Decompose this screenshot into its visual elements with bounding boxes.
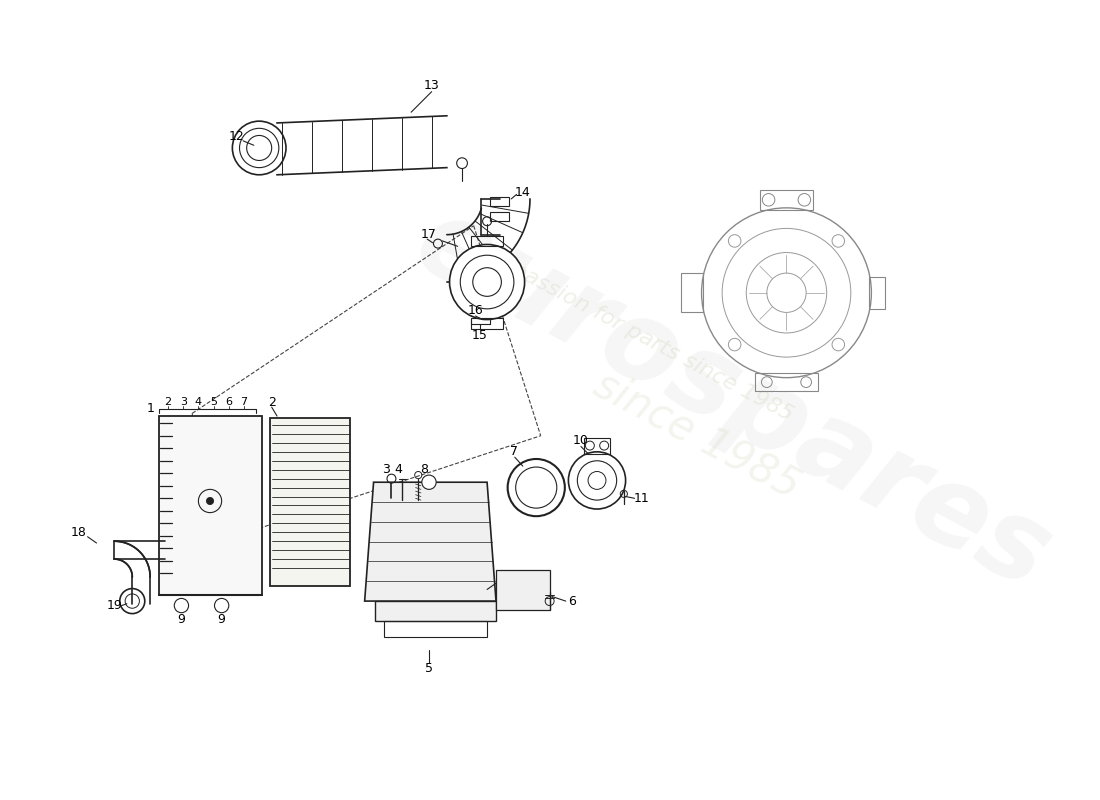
Text: 14: 14: [515, 186, 530, 199]
Text: 15: 15: [472, 329, 488, 342]
Text: since 1985: since 1985: [587, 364, 807, 508]
Text: 7: 7: [241, 397, 248, 406]
Text: 6: 6: [568, 594, 576, 607]
Text: 1: 1: [146, 402, 154, 415]
Text: 11: 11: [634, 492, 650, 505]
Bar: [869, 277, 884, 309]
Bar: [490, 197, 509, 206]
Text: 6: 6: [226, 397, 232, 406]
Polygon shape: [364, 482, 496, 601]
Bar: [384, 621, 487, 637]
Bar: [270, 418, 350, 586]
Bar: [471, 318, 503, 329]
Text: 5: 5: [210, 397, 217, 406]
Text: 2: 2: [267, 396, 276, 409]
Text: 10: 10: [573, 434, 588, 446]
Text: 7: 7: [510, 446, 518, 458]
Circle shape: [507, 459, 564, 516]
Text: 16: 16: [468, 304, 483, 317]
Circle shape: [207, 498, 213, 505]
Bar: [760, 190, 813, 210]
Text: eurospares: eurospares: [397, 188, 1068, 612]
Text: 3: 3: [179, 397, 187, 406]
Text: 4: 4: [195, 397, 202, 406]
Text: 13: 13: [424, 79, 440, 92]
Circle shape: [421, 475, 436, 490]
Bar: [756, 373, 817, 391]
Bar: [375, 601, 496, 621]
Text: a passion for parts since 1985: a passion for parts since 1985: [491, 250, 796, 426]
Text: 2: 2: [165, 397, 172, 406]
Text: 9: 9: [177, 614, 186, 626]
Text: 18: 18: [70, 526, 87, 538]
Bar: [490, 212, 509, 222]
Circle shape: [232, 121, 286, 174]
Text: 9: 9: [218, 614, 226, 626]
Text: 4: 4: [395, 463, 403, 476]
Bar: [471, 235, 503, 246]
Bar: [681, 273, 703, 313]
Text: 19: 19: [107, 599, 122, 612]
Bar: [584, 438, 610, 454]
Text: 5: 5: [425, 662, 433, 674]
Text: 3: 3: [382, 463, 390, 476]
Text: 8: 8: [420, 463, 429, 476]
Bar: [160, 416, 262, 595]
Text: 17: 17: [421, 228, 437, 241]
Circle shape: [569, 452, 626, 509]
Text: 12: 12: [229, 130, 244, 143]
Bar: [496, 570, 550, 610]
Circle shape: [450, 245, 525, 319]
